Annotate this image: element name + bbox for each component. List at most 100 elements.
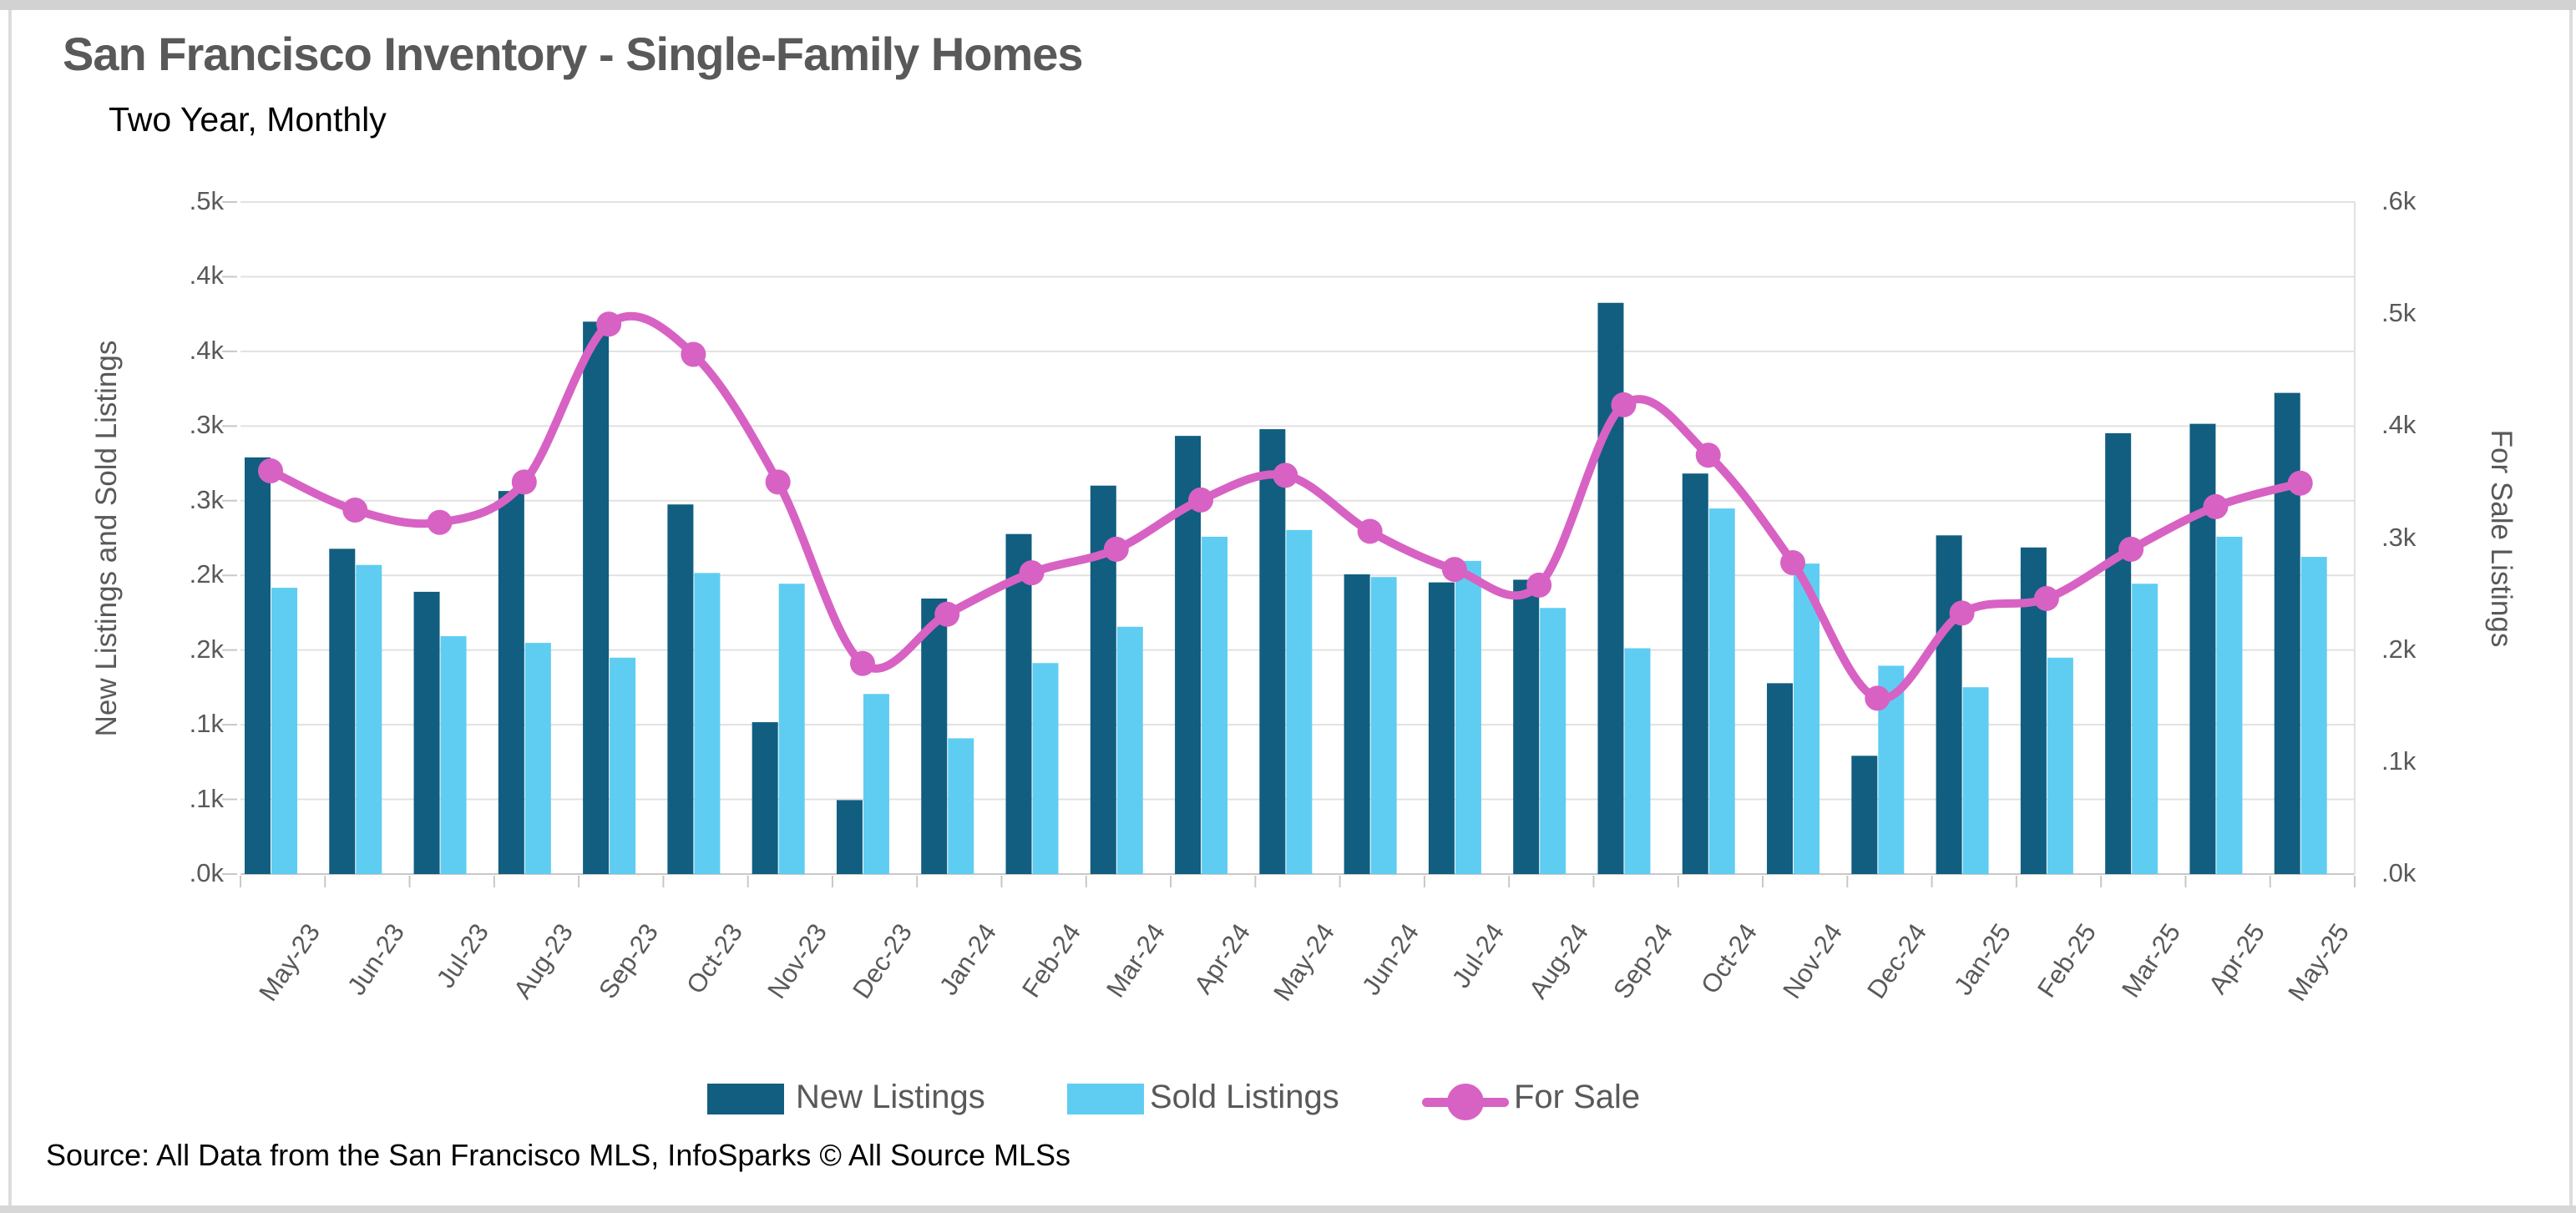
bar-sold-listings	[1455, 560, 1481, 874]
bar-new-listings	[1428, 582, 1455, 874]
bar-new-listings	[1682, 473, 1708, 874]
bar-sold-listings	[863, 694, 889, 874]
bar-sold-listings	[1624, 648, 1651, 874]
bar-sold-listings	[271, 588, 297, 874]
bar-new-listings	[1513, 579, 1540, 874]
bar-sold-listings	[2132, 584, 2158, 874]
bar-new-listings	[1005, 533, 1032, 874]
bar-new-listings	[498, 491, 524, 874]
y-axis-left-tick-label: .1k	[189, 783, 224, 813]
y-axis-right-tick-label: .5k	[2381, 298, 2417, 328]
window-left-edge	[8, 10, 12, 1205]
bar-sold-listings	[1962, 687, 1989, 874]
bar-new-listings	[836, 800, 863, 874]
bar-new-listings	[1259, 429, 1286, 874]
for-sale-marker	[1019, 560, 1045, 586]
bar-sold-listings	[1116, 626, 1143, 874]
chart-title: San Francisco Inventory - Single-Family …	[63, 28, 1084, 80]
window-right-edge	[2569, 10, 2573, 1205]
legend-label: For Sale	[1514, 1079, 1641, 1115]
legend-label: New Listings	[796, 1079, 985, 1115]
for-sale-marker	[849, 650, 875, 676]
bar-new-listings	[2189, 423, 2216, 874]
bar-sold-listings	[1032, 663, 1059, 874]
window-top-strip	[0, 0, 2576, 10]
y-axis-left-tick-label: .0k	[189, 858, 224, 887]
chart-legend: New Listings Sold Listings For Sale	[0, 1077, 2576, 1127]
bar-sold-listings	[694, 573, 721, 874]
for-sale-marker	[342, 497, 368, 523]
bar-new-listings	[1936, 535, 1962, 874]
bar-new-listings	[921, 598, 948, 874]
bar-sold-listings	[524, 643, 551, 874]
for-sale-marker	[1357, 518, 1383, 544]
bar-new-listings	[1344, 574, 1370, 874]
bar-sold-listings	[778, 584, 805, 874]
y-axis-left-tick-label: .3k	[189, 484, 224, 514]
bar-new-listings	[413, 591, 440, 874]
bar-sold-listings	[1370, 577, 1397, 874]
for-sale-marker	[596, 311, 622, 337]
window-bottom-strip	[0, 1205, 2576, 1213]
bar-new-listings	[329, 548, 356, 874]
for-sale-marker	[1865, 685, 1890, 711]
for-sale-marker	[934, 601, 960, 627]
for-sale-marker	[1780, 550, 1806, 576]
source-attribution: Source: All Data from the San Francisco …	[46, 1138, 1071, 1172]
bar-new-listings	[667, 504, 694, 874]
for-sale-marker	[1611, 392, 1637, 417]
y-axis-left-tick-label: .1k	[189, 709, 224, 739]
y-axis-left-tick-label: .3k	[189, 410, 224, 440]
legend-label: Sold Listings	[1150, 1079, 1339, 1115]
for-sale-marker	[2203, 493, 2229, 519]
y-axis-right-tick-label: .6k	[2381, 186, 2417, 215]
bar-new-listings	[2274, 392, 2300, 874]
for-sale-marker	[2287, 470, 2313, 496]
for-sale-marker-icon	[1447, 1084, 1484, 1120]
for-sale-marker	[511, 469, 537, 495]
bar-new-listings	[2105, 432, 2132, 874]
bar-sold-listings	[356, 564, 382, 874]
bar-sold-listings	[1286, 529, 1313, 874]
for-sale-marker	[1695, 442, 1721, 468]
y-axis-left-tick-label: .4k	[189, 260, 224, 291]
y-axis-right-tick-label: .3k	[2381, 522, 2417, 552]
for-sale-marker	[681, 341, 706, 367]
bar-sold-listings	[1708, 508, 1735, 874]
bar-new-listings	[1767, 683, 1794, 874]
for-sale-marker	[2118, 536, 2144, 562]
y-axis-right-tick-label: .2k	[2381, 634, 2417, 664]
y-axis-left-tick-label: .2k	[189, 559, 224, 589]
sold-listings-swatch-icon	[1067, 1084, 1144, 1114]
bar-sold-listings	[2216, 536, 2243, 874]
new-listings-swatch-icon	[707, 1084, 784, 1114]
for-sale-marker	[1441, 557, 1467, 583]
y-axis-left-tick-label: .2k	[189, 634, 224, 664]
y-axis-right-tick-label: .0k	[2381, 858, 2417, 887]
bar-sold-listings	[1540, 608, 1566, 874]
y-axis-left-tick-label: .5k	[189, 186, 224, 215]
bar-new-listings	[1597, 302, 1624, 874]
bar-sold-listings	[1794, 564, 1820, 874]
bar-new-listings	[1851, 756, 1878, 874]
for-sale-marker	[258, 458, 283, 483]
bar-sold-listings	[2047, 657, 2073, 874]
for-sale-marker	[427, 509, 453, 535]
bar-new-listings	[752, 722, 778, 874]
y-axis-left-tick-label: .4k	[189, 335, 224, 365]
bar-sold-listings	[948, 738, 974, 874]
bar-new-listings	[245, 457, 271, 874]
for-sale-marker	[765, 469, 791, 495]
for-sale-marker	[2033, 585, 2059, 611]
y-axis-right-tick-label: .4k	[2381, 410, 2417, 440]
for-sale-marker	[1273, 462, 1298, 488]
for-sale-marker	[1103, 536, 1129, 562]
bar-sold-listings	[440, 636, 467, 874]
bar-new-listings	[583, 321, 610, 874]
for-sale-marker	[1188, 487, 1214, 513]
bar-sold-listings	[2300, 557, 2327, 874]
chart-subtitle: Two Year, Monthly	[109, 100, 387, 139]
bar-sold-listings	[610, 657, 636, 874]
bar-sold-listings	[1202, 536, 1228, 874]
y-axis-right-tick-label: .1k	[2381, 745, 2417, 776]
